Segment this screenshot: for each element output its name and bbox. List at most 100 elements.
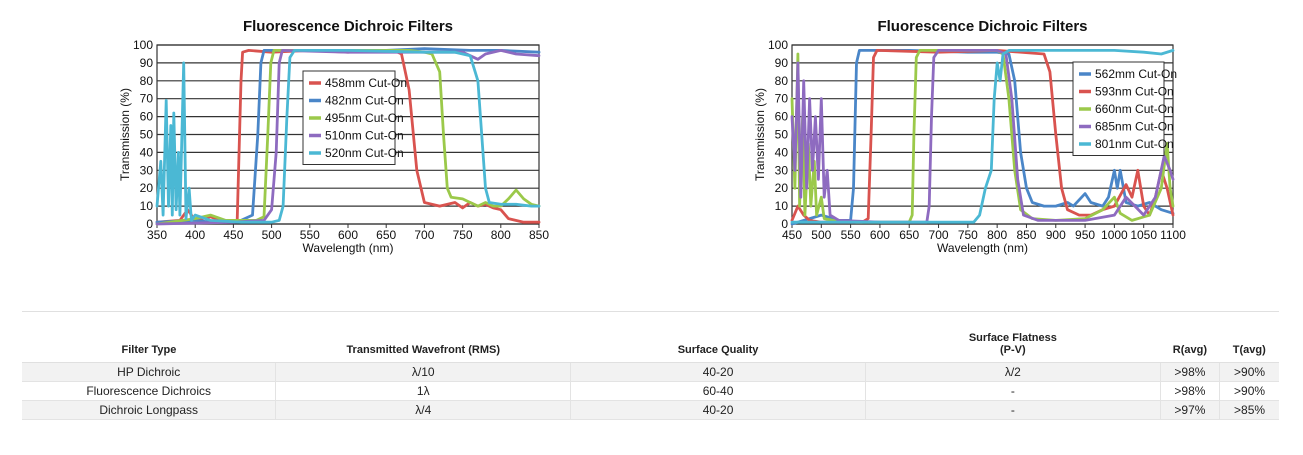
- x-tick-label: 350: [147, 228, 167, 242]
- y-tick-label: 40: [140, 145, 154, 159]
- series-line: [790, 49, 1175, 224]
- col-header-surface-flatness: Surface Flatness (P-V): [865, 311, 1161, 363]
- y-tick-label: 30: [140, 163, 154, 177]
- plot-frame: [156, 44, 540, 225]
- legend-entry: 801nm Cut-On: [1095, 137, 1174, 151]
- chart-right-svg: Fluorescence Dichroic Filters 0 10 20 30 40 50…: [753, 18, 1186, 255]
- cell-surface-quality: 40-20: [570, 400, 866, 420]
- cell-surface-quality: 60-40: [570, 381, 866, 401]
- legend-entry: 593nm Cut-On: [1095, 85, 1174, 99]
- y-axis-label: Transmission (%): [118, 88, 132, 181]
- cell-t-avg: >90%: [1219, 362, 1279, 382]
- y-tick-label: 70: [775, 92, 789, 106]
- y-tick-label: 0: [781, 217, 788, 231]
- chart-title: Fluorescence Dichroic Filters: [877, 18, 1087, 35]
- legend: 458mm Cut-On 482nm Cut-On 495nm Cut-On 510n…: [302, 70, 407, 165]
- y-tick-label: 60: [775, 110, 789, 124]
- legend-entry: 562mm Cut-On: [1095, 67, 1177, 81]
- cell-wavefront: λ/4: [275, 400, 572, 420]
- col-header-line2: Filter Type: [121, 344, 177, 356]
- cell-r-avg: >97%: [1160, 400, 1221, 420]
- y-tick-label: 80: [140, 74, 154, 88]
- chart-right: Fluorescence Dichroic Filters 0 10 20 30 40 50…: [640, 0, 1303, 275]
- x-tick-label: 750: [958, 228, 978, 242]
- col-header-line2: (P-V): [1000, 344, 1026, 356]
- table-row: Dichroic Longpass λ/4 40-20 - >97% >85%: [22, 400, 1279, 420]
- y-tick-label: 50: [140, 128, 154, 142]
- col-header-line2: Transmitted Wavefront (RMS): [346, 344, 501, 356]
- cell-filter-type: Dichroic Longpass: [22, 400, 277, 420]
- y-tick-label: 90: [140, 56, 154, 70]
- cell-wavefront: λ/10: [275, 362, 572, 382]
- x-tick-label: 650: [376, 228, 396, 242]
- cell-surface-flatness: λ/2: [865, 362, 1161, 382]
- cell-surface-flatness: -: [865, 400, 1161, 420]
- y-tick-label: 100: [133, 38, 153, 52]
- col-header-line2: T(avg): [1232, 344, 1266, 356]
- col-header-line2: R(avg): [1172, 344, 1208, 356]
- cell-filter-type: HP Dichroic: [22, 362, 277, 382]
- x-tick-label: 600: [338, 228, 358, 242]
- x-tick-label: 450: [782, 228, 802, 242]
- x-tick-label: 500: [262, 228, 282, 242]
- x-tick-label: 700: [929, 228, 949, 242]
- col-header-surface-quality: Surface Quality: [570, 311, 866, 363]
- y-tick-label: 60: [140, 110, 154, 124]
- table-row: Fluorescence Dichroics 1λ 60-40 - >98% >…: [22, 381, 1279, 401]
- y-tick-label: 20: [140, 181, 154, 195]
- y-tick-label: 70: [140, 92, 154, 106]
- cell-t-avg: >85%: [1219, 400, 1279, 420]
- x-tick-label: 1050: [1130, 228, 1157, 242]
- y-tick-label: 10: [140, 199, 154, 213]
- chart-left-svg: Fluorescence Dichroic Filters 0 10 20 30 40 50…: [118, 18, 549, 255]
- x-tick-label: 800: [491, 228, 511, 242]
- chart-title: Fluorescence Dichroic Filters: [243, 18, 453, 35]
- x-tick-label: 1000: [1101, 228, 1128, 242]
- legend-entry: 458mm Cut-On: [325, 76, 407, 90]
- x-tick-label: 700: [414, 228, 434, 242]
- y-tick-label: 0: [146, 217, 153, 231]
- col-header-t-avg: T(avg): [1219, 311, 1279, 363]
- legend-entry: 495nm Cut-On: [325, 111, 404, 125]
- col-header-filter-type: Filter Type: [22, 311, 276, 363]
- x-tick-label: 850: [529, 228, 549, 242]
- cell-surface-flatness: -: [865, 381, 1161, 401]
- legend-entry: 660nm Cut-On: [1095, 102, 1174, 116]
- x-tick-label: 400: [185, 228, 205, 242]
- cell-r-avg: >98%: [1160, 362, 1221, 382]
- series-line: [155, 49, 541, 226]
- x-tick-label: 800: [987, 228, 1007, 242]
- legend-entry: 482nm Cut-On: [325, 94, 404, 108]
- x-tick-label: 1100: [1160, 228, 1186, 242]
- legend: 562mm Cut-On 593nm Cut-On 660nm Cut-On 685n…: [1072, 61, 1177, 156]
- cell-filter-type: Fluorescence Dichroics: [22, 381, 277, 401]
- x-tick-label: 900: [1046, 228, 1066, 242]
- col-header-wavefront: Transmitted Wavefront (RMS): [275, 311, 571, 363]
- x-axis-label: Wavelength (nm): [303, 241, 394, 255]
- x-axis-label: Wavelength (nm): [937, 241, 1028, 255]
- y-tick-label: 20: [775, 181, 789, 195]
- chart-left: Fluorescence Dichroic Filters 0 10 20 30 40 50…: [0, 0, 640, 275]
- cell-wavefront: 1λ: [275, 381, 572, 401]
- cell-r-avg: >98%: [1160, 381, 1221, 401]
- x-tick-label: 950: [1075, 228, 1095, 242]
- x-tick-label: 550: [841, 228, 861, 242]
- series-line: [790, 49, 1175, 226]
- y-tick-label: 10: [775, 199, 789, 213]
- col-header-line1: Surface Flatness: [968, 332, 1057, 344]
- x-tick-label: 450: [223, 228, 243, 242]
- col-header-r-avg: R(avg): [1160, 311, 1220, 363]
- x-tick-label: 550: [300, 228, 320, 242]
- y-tick-label: 100: [768, 38, 788, 52]
- x-tick-label: 600: [870, 228, 890, 242]
- cell-surface-quality: 40-20: [570, 362, 866, 382]
- y-tick-label: 40: [775, 145, 789, 159]
- x-tick-label: 750: [453, 228, 473, 242]
- series-line: [155, 49, 541, 224]
- y-tick-label: 50: [775, 128, 789, 142]
- x-tick-label: 850: [1016, 228, 1036, 242]
- series-line: [790, 49, 1175, 224]
- col-header-line2: Surface Quality: [677, 344, 759, 356]
- table-header-row: Filter Type Transmitted Wavefront (RMS) …: [22, 311, 1279, 363]
- cell-t-avg: >90%: [1219, 381, 1279, 401]
